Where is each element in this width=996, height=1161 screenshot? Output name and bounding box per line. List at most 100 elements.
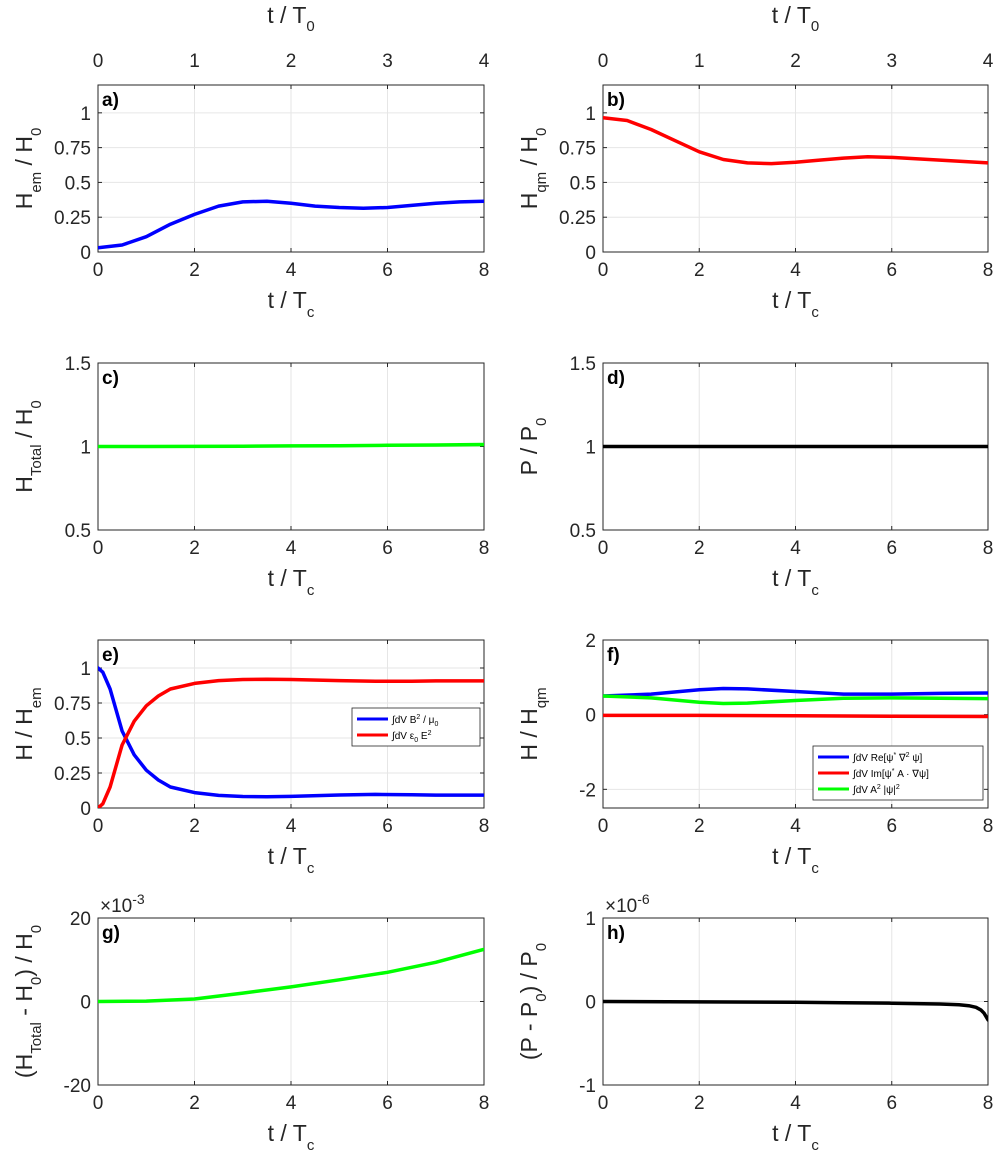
legend-label: ∫dV ε0 E2 — [391, 730, 432, 744]
x-axis-label: t / Tc — [772, 843, 819, 877]
panel-label: a) — [102, 90, 119, 111]
y-tick-label: 2 — [585, 631, 596, 652]
series-line-re-term — [603, 686, 988, 698]
x-tick-label: 4 — [790, 1093, 801, 1114]
x-tick-label: 2 — [189, 1093, 200, 1114]
x-tick-label: 2 — [694, 260, 705, 281]
x-axis-label: t / Tc — [772, 287, 819, 321]
legend-label: ∫dV A2 |ψ|2 — [852, 784, 900, 796]
x-tick-label: 6 — [382, 538, 393, 559]
series-line-b-energy — [98, 666, 484, 799]
series-line-h-total — [98, 442, 484, 449]
legend-label: ∫dV Im[ψ* A · ∇ψ] — [852, 768, 929, 780]
x-tick-label: 6 — [382, 1093, 393, 1114]
y-tick-label: -2 — [579, 780, 596, 801]
y-tick-label: -1 — [579, 1076, 596, 1097]
top-x-axis-label: t / T0 — [772, 2, 820, 35]
series-line-h-em — [98, 199, 484, 250]
x-tick-label: 0 — [598, 538, 609, 559]
y-tick-label: 0 — [585, 706, 596, 727]
y-tick-label: 0 — [80, 799, 91, 820]
y-tick-label: 1.5 — [65, 354, 91, 375]
y-tick-label: 0 — [585, 993, 596, 1014]
y-tick-label: 0.75 — [54, 694, 91, 715]
y-axis-label: H / Hqm — [516, 687, 550, 760]
x-tick-label: 2 — [694, 538, 705, 559]
top-x-tick-label: 4 — [983, 51, 994, 72]
top-x-tick-label: 4 — [479, 51, 490, 72]
legend: ∫dV Re[ψ* ∇2 ψ] ∫dV Im[ψ* A · ∇ψ] ∫dV A2 |… — [812, 745, 984, 801]
x-tick-label: 8 — [479, 816, 490, 837]
y-tick-label: 0.5 — [65, 173, 91, 194]
x-tick-label: 8 — [983, 260, 994, 281]
y-exponent-label: ×10-3 — [100, 891, 145, 917]
x-tick-label: 0 — [93, 1093, 104, 1114]
series-line-e-energy — [98, 677, 484, 808]
panel-label: d) — [607, 368, 625, 389]
x-axis-label: t / Tc — [268, 1120, 315, 1154]
panel-b: 0 2 4 6 8 0 1 2 3 4 t / T0 0 0.25 0.5 0.75 1 t / Tc Hqm /… — [516, 2, 994, 321]
legend-label: ∫dV Re[ψ* ∇2 ψ] — [852, 752, 922, 764]
x-tick-label: 4 — [286, 538, 297, 559]
y-tick-label: 0.5 — [65, 521, 91, 542]
x-tick-label: 8 — [983, 1093, 994, 1114]
panel-d: 0 2 4 6 8 0.5 1 1.5 t / Tc P / P0 d) — [516, 354, 993, 599]
top-x-tick-label: 3 — [886, 51, 897, 72]
x-tick-label: 2 — [189, 538, 200, 559]
x-tick-label: 0 — [93, 260, 104, 281]
y-tick-label: 1 — [585, 104, 596, 125]
y-axis-label: (HTotal - H0) / H0 — [11, 925, 45, 1078]
y-tick-label: 0.25 — [559, 208, 596, 229]
y-tick-label: 0.5 — [570, 521, 596, 542]
y-tick-label: 20 — [70, 909, 91, 930]
legend-box — [812, 745, 984, 801]
x-tick-label: 4 — [286, 1093, 297, 1114]
x-tick-label: 2 — [694, 816, 705, 837]
top-x-tick-label: 1 — [189, 51, 200, 72]
series-line-h-qm — [603, 115, 988, 166]
x-tick-label: 0 — [598, 260, 609, 281]
y-tick-label: 0.25 — [54, 208, 91, 229]
x-tick-label: 4 — [790, 816, 801, 837]
x-tick-label: 2 — [189, 260, 200, 281]
series-line-im-term — [603, 713, 988, 719]
x-axis-label: t / Tc — [772, 565, 819, 599]
top-x-tick-label: 3 — [382, 51, 393, 72]
legend-label: ∫dV B2 / μ0 — [391, 714, 438, 728]
legend-box — [351, 707, 481, 747]
x-tick-label: 2 — [189, 816, 200, 837]
y-tick-label: 1.5 — [570, 354, 596, 375]
x-tick-label: 4 — [790, 260, 801, 281]
y-tick-label: 1 — [80, 438, 91, 459]
panel-label: h) — [607, 923, 625, 944]
y-tick-label: 0.5 — [570, 173, 596, 194]
y-axis-label: HTotal / H0 — [11, 400, 45, 492]
x-axis-label: t / Tc — [268, 287, 315, 321]
top-x-tick-label: 2 — [790, 51, 801, 72]
x-tick-label: 6 — [382, 816, 393, 837]
top-x-tick-label: 2 — [286, 51, 297, 72]
x-tick-label: 8 — [983, 816, 994, 837]
y-axis-label: H / Hem — [11, 687, 45, 760]
y-tick-label: 0.75 — [559, 139, 596, 160]
x-tick-label: 4 — [286, 260, 297, 281]
y-tick-label: 0.5 — [65, 729, 91, 750]
x-tick-label: 8 — [479, 1093, 490, 1114]
x-tick-label: 0 — [93, 816, 104, 837]
panel-label: e) — [102, 645, 119, 666]
x-tick-label: 0 — [598, 1093, 609, 1114]
top-x-tick-label: 1 — [694, 51, 705, 72]
y-tick-label: 1 — [585, 438, 596, 459]
y-tick-label: 0.25 — [54, 764, 91, 785]
y-tick-label: 0 — [585, 243, 596, 264]
y-tick-label: 0.75 — [54, 139, 91, 160]
y-axis-label: P / P0 — [516, 418, 550, 476]
top-x-axis-label: t / T0 — [267, 2, 315, 35]
panel-label: c) — [102, 368, 119, 389]
x-tick-label: 8 — [479, 538, 490, 559]
x-tick-label: 8 — [983, 538, 994, 559]
y-tick-label: -20 — [64, 1076, 91, 1097]
x-tick-label: 6 — [886, 538, 897, 559]
top-x-tick-label: 0 — [93, 51, 104, 72]
